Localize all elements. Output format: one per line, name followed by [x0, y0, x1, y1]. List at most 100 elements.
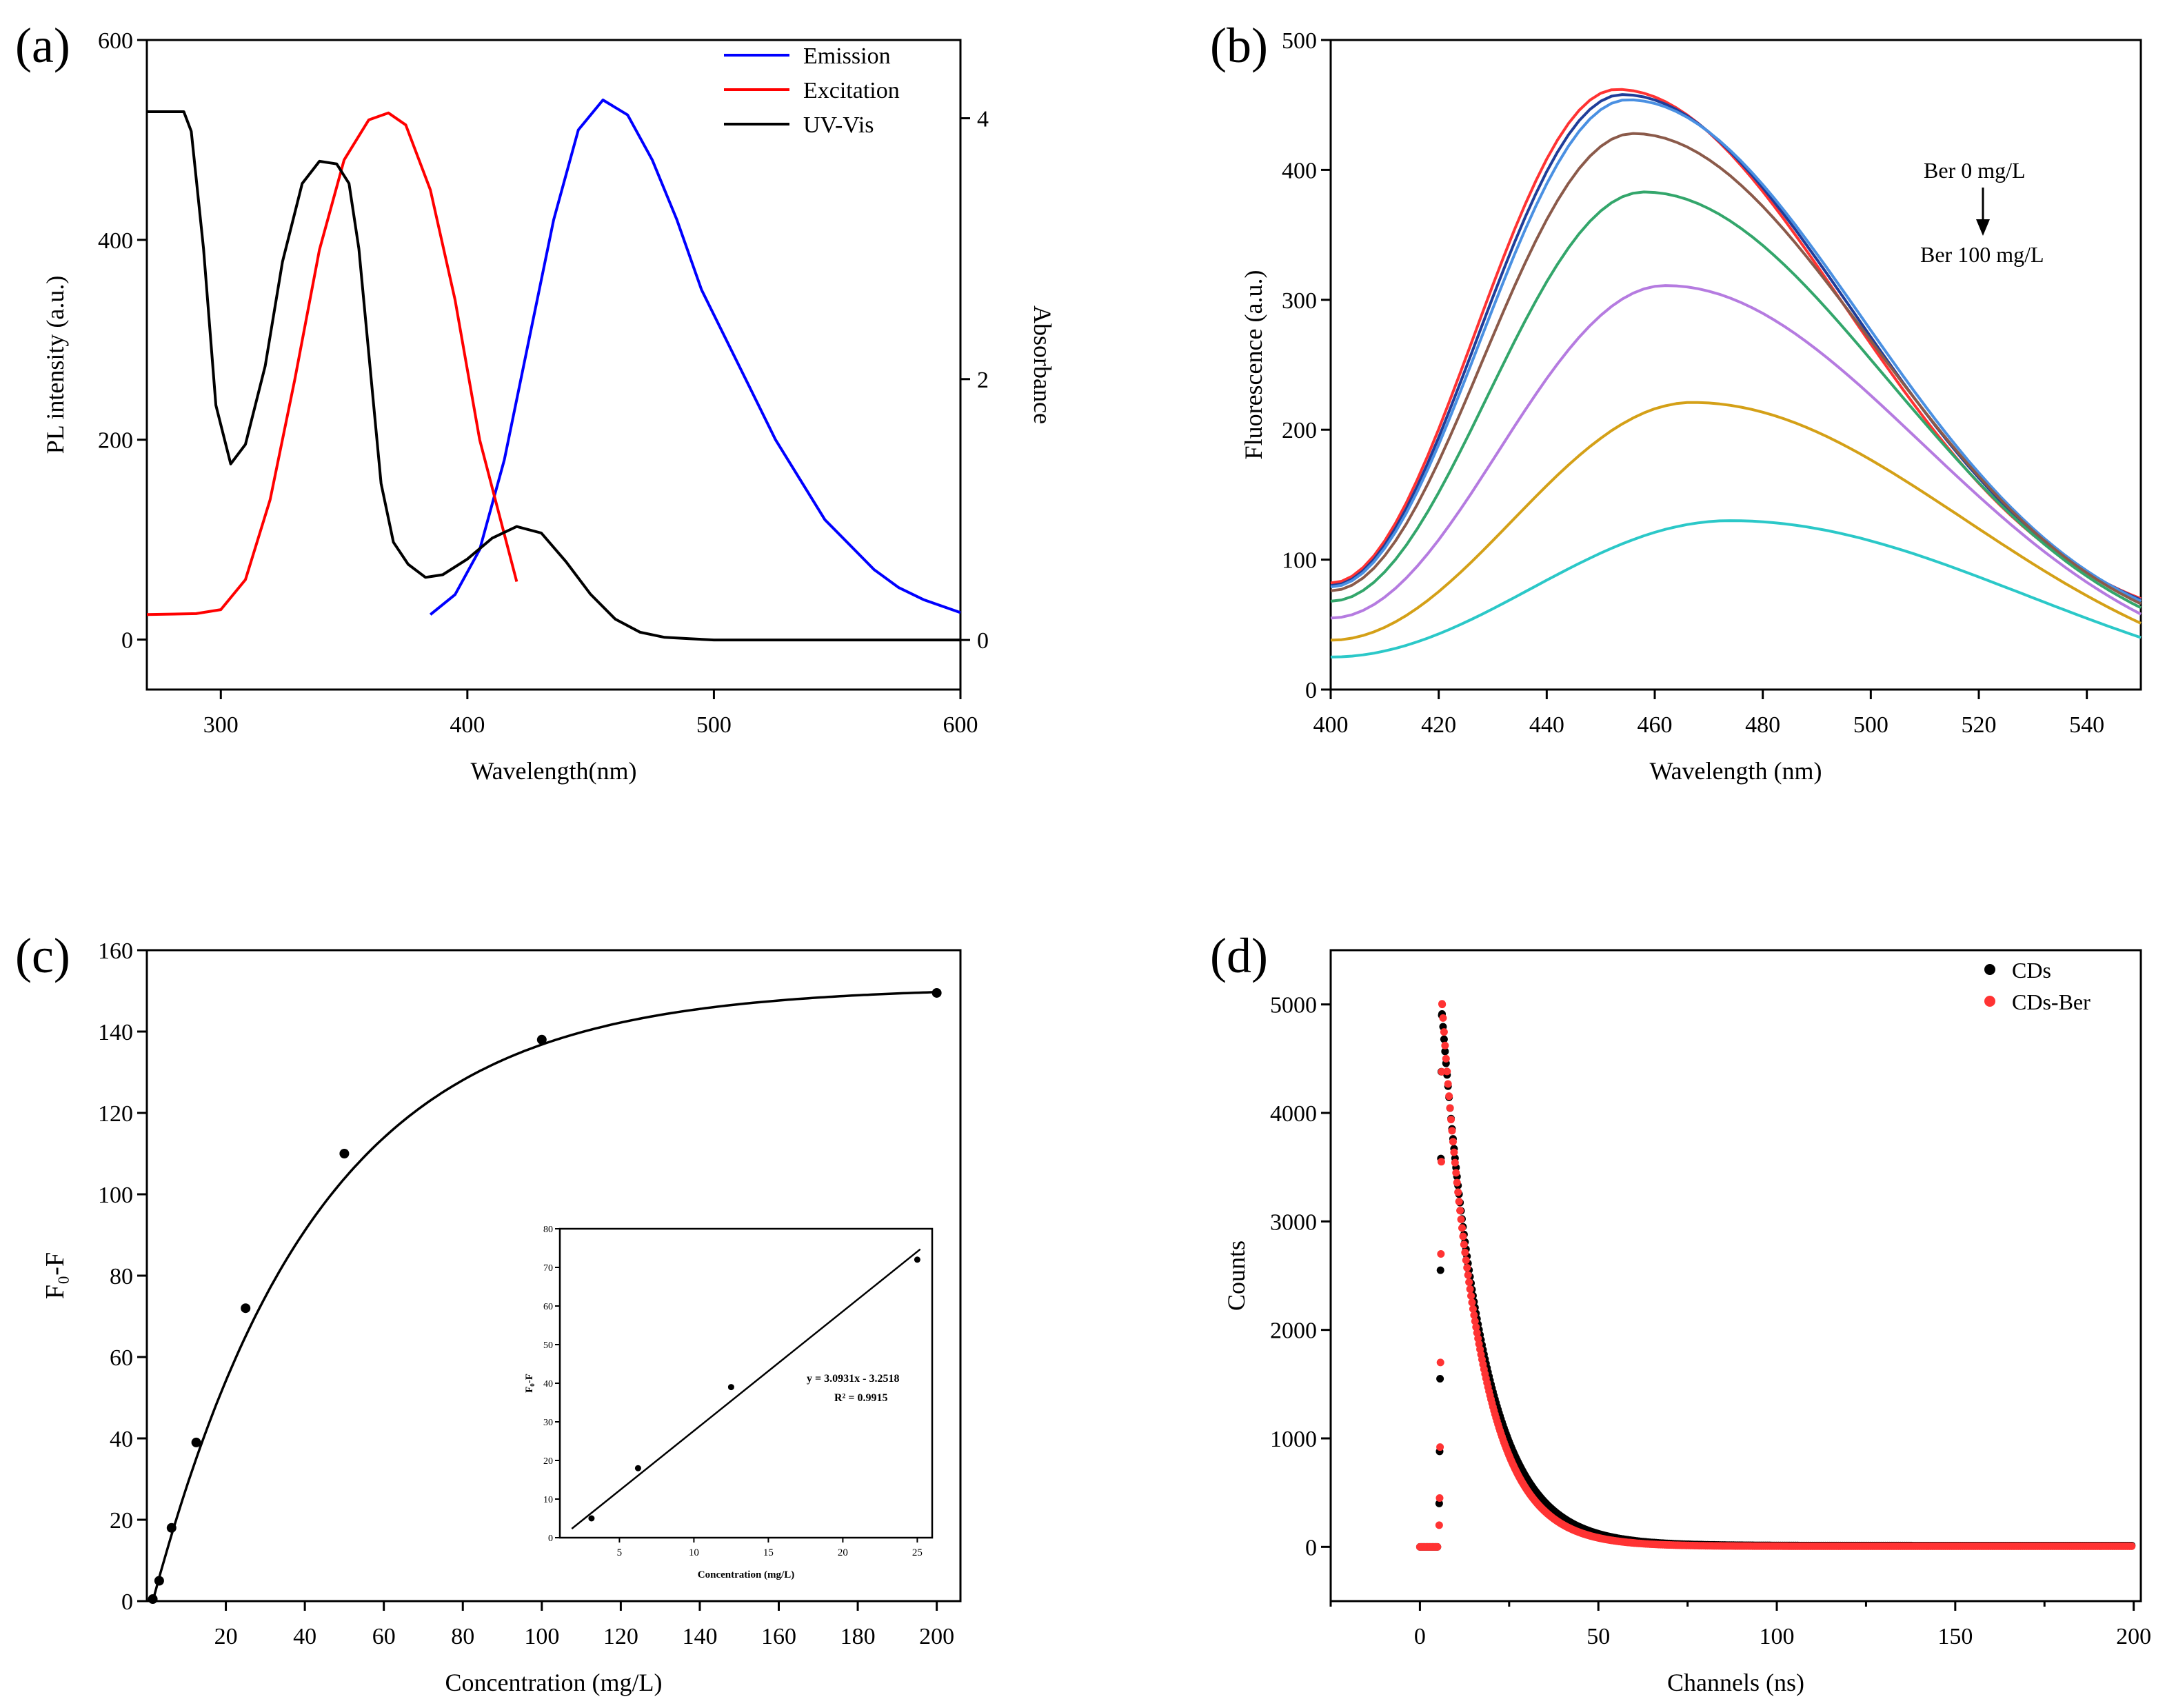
panel-b-ytick-label: 100 — [1282, 548, 1317, 574]
panel-c-xtick-label: 140 — [682, 1624, 717, 1649]
panel-d-ytick-label: 2000 — [1270, 1318, 1317, 1344]
panel-a-y2tick-label: 0 — [977, 628, 989, 654]
panel-d-ylabel: Counts — [1222, 1240, 1250, 1311]
decay-point — [1440, 1035, 1448, 1043]
panel-c-ytick-label: 120 — [98, 1101, 133, 1127]
panel-b-spectrum — [1330, 98, 2142, 603]
panel-b-xtick-label: 440 — [1529, 712, 1564, 738]
panel-a-ytick-label: 400 — [98, 228, 133, 254]
panel-c-xtick-label: 120 — [603, 1624, 638, 1649]
inset-xtick-label: 10 — [689, 1547, 699, 1558]
decay-point — [1468, 1298, 1476, 1307]
decay-point — [1465, 1278, 1473, 1286]
panel-a-ylabel: PL intensity (a.u.) — [41, 276, 69, 454]
inset-xtick-label: 5 — [617, 1547, 623, 1558]
panel-c-ytick-label: 100 — [98, 1183, 133, 1208]
inset-frame — [558, 1227, 934, 1539]
panel-b-frame — [1329, 39, 2142, 691]
panel-d-xtick-label: 100 — [1760, 1624, 1795, 1649]
panel-b-xtick-label: 460 — [1638, 712, 1673, 738]
inset-xtick-label: 20 — [838, 1547, 848, 1558]
inset-point — [588, 1515, 595, 1522]
panel-b-xtick-label: 480 — [1745, 712, 1780, 738]
panel-a-ytick-label: 0 — [121, 628, 133, 654]
panel-c-xtick-label: 180 — [840, 1624, 876, 1649]
panel-c-xtick-label: 20 — [214, 1624, 238, 1649]
panel-a-series-uv-vis — [147, 110, 960, 642]
panel-b-spectrum — [1330, 519, 2142, 659]
inset-ytick-label: 60 — [543, 1302, 553, 1312]
inset-ytick-label: 0 — [548, 1534, 553, 1544]
inset-ytick-label: 10 — [543, 1495, 553, 1505]
panel-d-legend-marker — [1984, 996, 1995, 1007]
panel-d-ytick-label: 1000 — [1270, 1427, 1317, 1452]
decay-point — [1440, 1028, 1448, 1036]
panel-b-ylabel: Fluorescence (a.u.) — [1240, 270, 1267, 460]
panel-c-xtick-label: 80 — [451, 1624, 474, 1649]
panel-b-label: (b) — [1210, 18, 1268, 73]
panel-d-chart: 0 50 100 150 200010002000300040005000Channel… — [1222, 949, 2151, 1696]
panel-c-xtick-label: 60 — [372, 1624, 396, 1649]
decay-point — [1459, 1232, 1467, 1240]
decay-point — [2128, 1542, 2136, 1550]
inset-point — [634, 1465, 641, 1471]
panel-a-ytick-label: 600 — [98, 28, 133, 54]
panel-b-xtick-label: 400 — [1313, 712, 1349, 738]
panel-c-ytick-label: 160 — [98, 938, 133, 964]
decay-point — [1458, 1224, 1466, 1232]
panel-d-ytick-label: 0 — [1305, 1535, 1317, 1560]
panel-c-ytick-label: 60 — [110, 1345, 133, 1371]
decay-point — [1435, 1521, 1443, 1529]
inset-ytick-label: 30 — [543, 1418, 553, 1428]
panel-b-xlabel: Wavelength (nm) — [1649, 757, 1822, 785]
panel-b-spectrum — [1330, 190, 2142, 610]
decay-point — [1450, 1148, 1458, 1156]
panel-b-xtick-label: 520 — [1962, 712, 1997, 738]
panel-c-chart: 20 40 60 80 100 120 140 160 180 20002040608010012… — [41, 938, 962, 1696]
panel-b-ytick-label: 200 — [1282, 418, 1317, 443]
decay-point — [1452, 1169, 1460, 1177]
panel-d-ytick-label: 5000 — [1270, 993, 1317, 1018]
decay-point — [1435, 1499, 1443, 1507]
panel-a-legend-label: UV-Vis — [803, 112, 874, 138]
panel-d-xlabel: Channels (ns) — [1667, 1669, 1804, 1696]
decay-point — [1463, 1264, 1471, 1272]
panel-a-frame — [145, 39, 962, 691]
panel-a-xtick-label: 300 — [203, 712, 239, 738]
panel-c-xtick-label: 40 — [293, 1624, 316, 1649]
decay-point — [1445, 1092, 1453, 1101]
decay-point — [1451, 1158, 1459, 1167]
decay-point — [1436, 1443, 1444, 1451]
panel-c-point — [191, 1437, 201, 1447]
inset-xtick-label: 15 — [763, 1547, 774, 1558]
panel-c-point — [339, 1149, 350, 1158]
inset-xlabel: Concentration (mg/L) — [698, 1569, 794, 1580]
panel-c-xtick-label: 160 — [761, 1624, 796, 1649]
decay-point — [1446, 1104, 1454, 1112]
panel-c-ytick-label: 140 — [98, 1020, 133, 1045]
panel-b-annotation-start: Ber 0 mg/L — [1924, 158, 2026, 183]
decay-point — [1471, 1317, 1479, 1325]
decay-point — [1444, 1080, 1452, 1088]
panel-c-ytick-label: 0 — [121, 1589, 133, 1615]
panel-c-inset-chart: 5 10 15 20 25 0 10 20 30 40 50 60 70 80 Concentration … — [524, 1225, 934, 1580]
inset-ytick-label: 70 — [543, 1263, 553, 1274]
panel-c-ytick-label: 40 — [110, 1427, 133, 1452]
panel-a-xtick-label: 500 — [696, 712, 732, 738]
decay-point — [1453, 1178, 1461, 1187]
inset-xtick-label: 25 — [912, 1547, 923, 1558]
decay-point — [1437, 1250, 1445, 1258]
panel-d-frame — [1329, 949, 2142, 1602]
decay-point — [1438, 1000, 1446, 1008]
panel-a-xtick-label: 400 — [450, 712, 485, 738]
panel-d-legend-label: CDs-Ber — [2012, 989, 2091, 1014]
panel-b-ytick-label: 500 — [1282, 28, 1317, 54]
panel-d-xtick-label: 150 — [1937, 1624, 1973, 1649]
inset-fit-line — [571, 1248, 921, 1530]
panel-a-y2tick-label: 4 — [977, 106, 989, 132]
panel-b-spectrum — [1330, 132, 2142, 605]
decay-point — [1470, 1311, 1478, 1319]
panel-d-series-cds — [1416, 1010, 2136, 1551]
panel-c-point — [536, 1034, 547, 1045]
